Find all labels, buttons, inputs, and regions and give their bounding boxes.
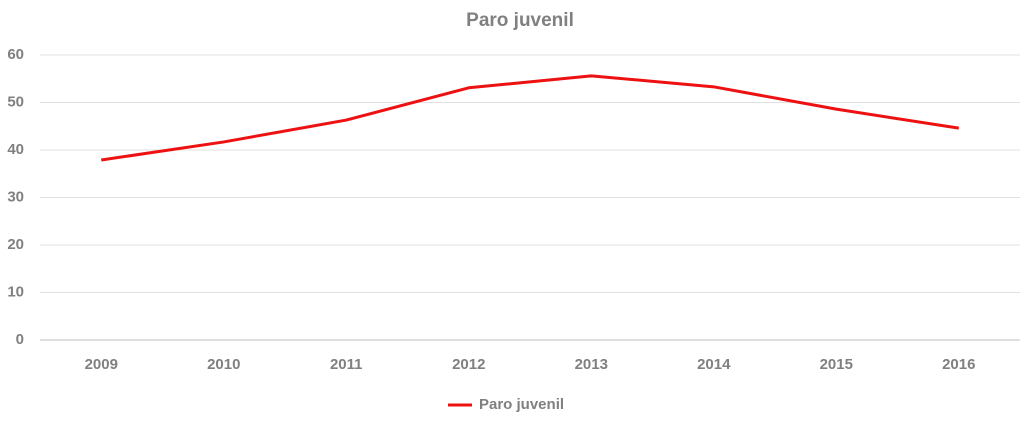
x-tick-label: 2016 bbox=[942, 356, 975, 373]
y-tick-label: 10 bbox=[7, 283, 24, 300]
x-tick-label: 2015 bbox=[820, 356, 853, 373]
x-tick-label: 2010 bbox=[207, 356, 240, 373]
x-tick-label: 2009 bbox=[85, 356, 118, 373]
y-tick-label: 30 bbox=[7, 188, 24, 205]
y-tick-label: 20 bbox=[7, 236, 24, 253]
legend-label: Paro juvenil bbox=[479, 396, 564, 413]
x-tick-label: 2014 bbox=[697, 356, 731, 373]
data-line bbox=[101, 74, 959, 162]
x-tick-label: 2012 bbox=[452, 356, 485, 373]
y-tick-label: 0 bbox=[16, 331, 24, 348]
chart-title: Paro juvenil bbox=[466, 10, 574, 31]
y-tick-label: 40 bbox=[7, 141, 24, 158]
x-tick-label: 2013 bbox=[575, 356, 608, 373]
x-tick-label: 2011 bbox=[330, 356, 363, 373]
y-tick-label: 60 bbox=[7, 46, 24, 63]
y-tick-label: 50 bbox=[7, 93, 24, 110]
